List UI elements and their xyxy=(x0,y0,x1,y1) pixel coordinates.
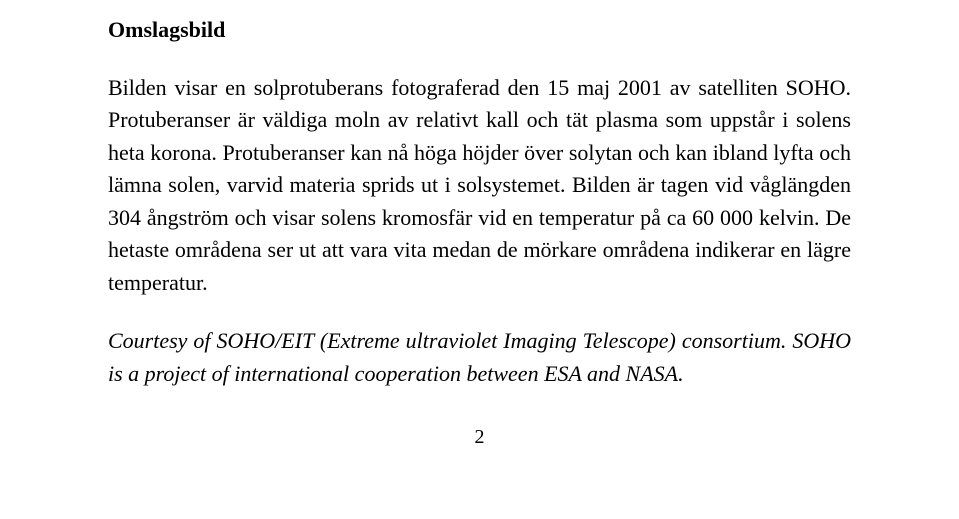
document-page: Omslagsbild Bilden visar en solprotubera… xyxy=(0,0,959,449)
cover-image-heading: Omslagsbild xyxy=(108,16,851,44)
credit-paragraph: Courtesy of SOHO/EIT (Extreme ultraviole… xyxy=(108,325,851,390)
description-paragraph: Bilden visar en solprotuberans fotografe… xyxy=(108,72,851,300)
page-number: 2 xyxy=(108,426,851,449)
credit-text: Courtesy of SOHO/EIT (Extreme ultraviole… xyxy=(108,328,851,386)
